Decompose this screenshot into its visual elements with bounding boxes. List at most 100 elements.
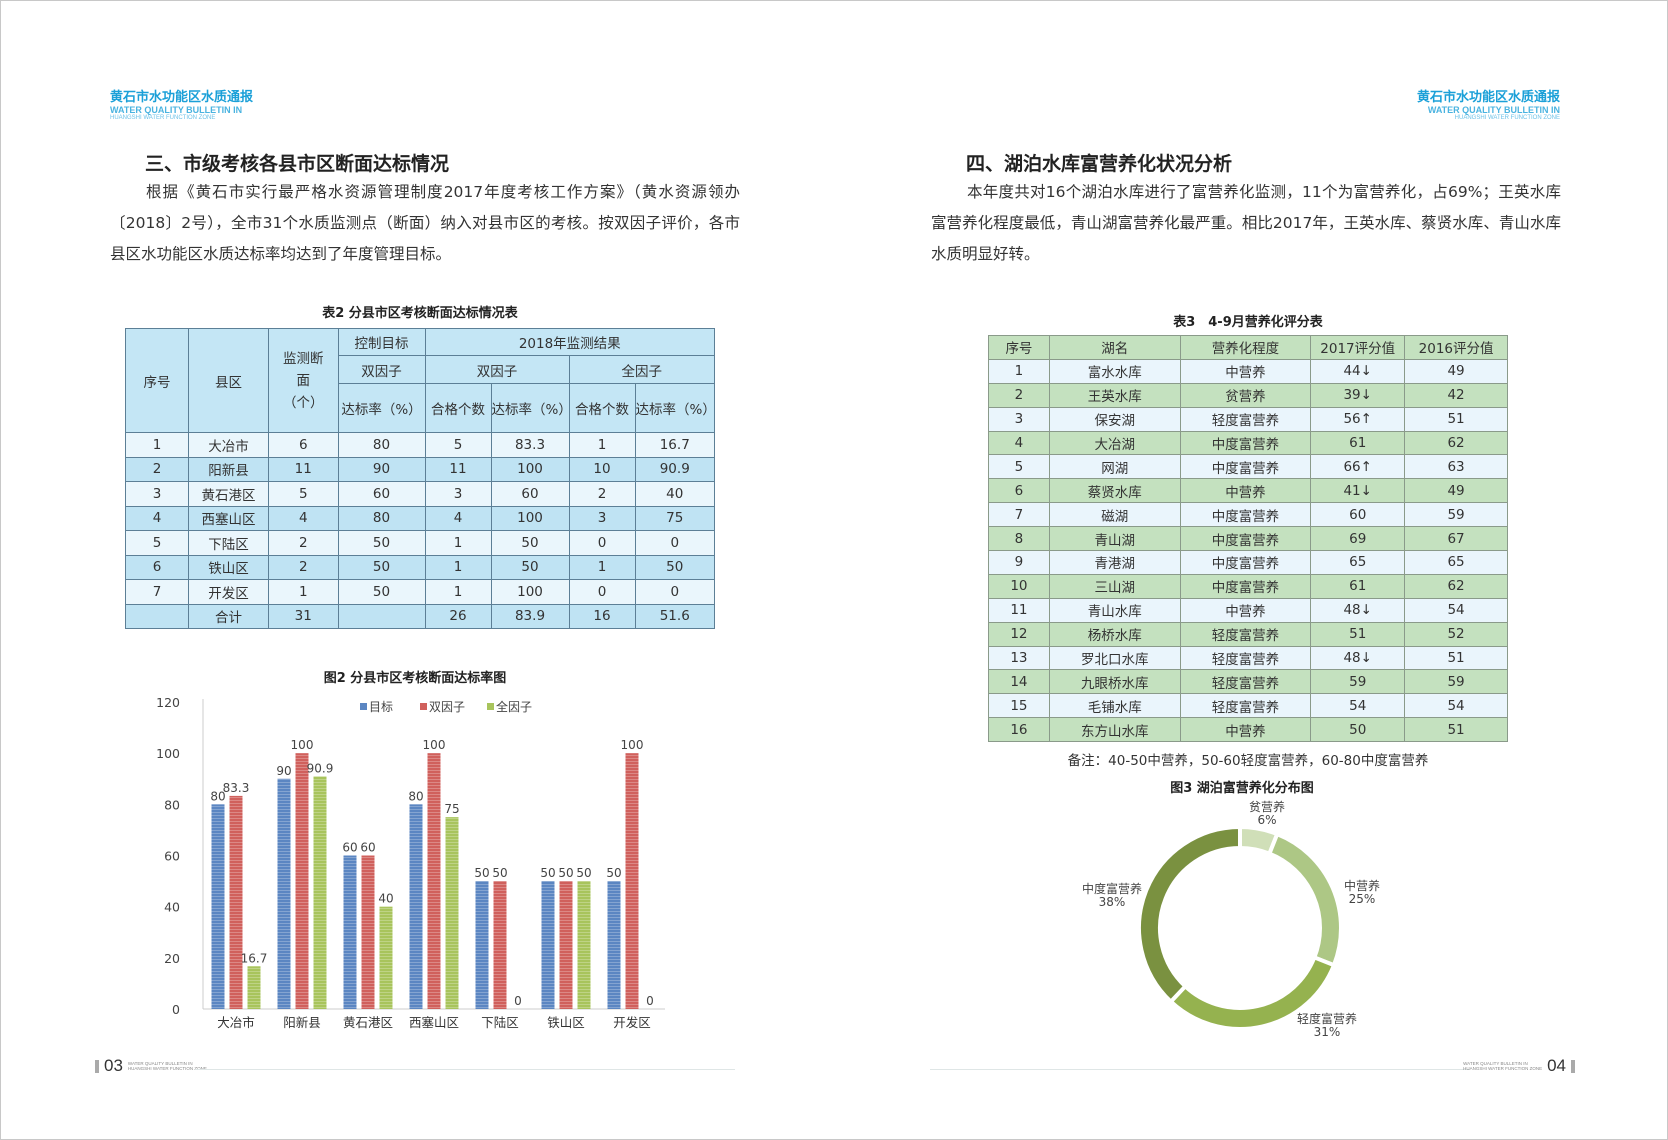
th-dual-factor: 双因子 (424, 355, 570, 384)
table-cell: 九眼桥水库 (1048, 669, 1181, 695)
table-cell: 西塞山区 (188, 505, 269, 531)
section-paragraph: 根据《黄石市实行最严格水资源管理制度2017年度考核工作方案》（黄水资源领办〔2… (110, 183, 740, 263)
table-cell: 60 (1310, 502, 1406, 528)
table-cell: 59 (1404, 502, 1508, 528)
bar-目标 (211, 804, 225, 1009)
table-cell: 铁山区 (188, 554, 269, 580)
table-row: 10 三山湖 中度富营养 61 62 (988, 573, 1508, 599)
table-cell: 中营养 (1179, 358, 1312, 384)
table-cell: 2 (268, 554, 339, 580)
table-cell: 80 (337, 505, 426, 531)
table-row: 4 西塞山区 4 80 4 100 3 75 (125, 505, 715, 531)
table-cell: 62 (1404, 430, 1508, 456)
table-cell: 50 (1310, 717, 1406, 743)
legend-swatch (360, 703, 367, 710)
table-cell: 1 (568, 432, 636, 458)
table-cell: 青山湖 (1048, 526, 1181, 552)
table-cell: 罗北口水库 (1048, 645, 1181, 671)
page-number: 04 (1547, 1056, 1566, 1075)
table-cell: 67 (1404, 526, 1508, 552)
header-subtitle: WATER QUALITY BULLETIN IN (1427, 105, 1560, 115)
page-number: 03 (104, 1056, 123, 1075)
table-cell: 3 (988, 406, 1050, 432)
table-cell: 5 (268, 481, 339, 507)
table-cell: 2 (568, 481, 636, 507)
table-cell (337, 603, 426, 629)
table-cell: 王英水库 (1048, 382, 1181, 408)
legend-label: 全因子 (496, 699, 532, 714)
table-cell: 大冶湖 (1048, 430, 1181, 456)
table-cell: 100 (490, 456, 570, 482)
table-cell: 合计 (188, 603, 269, 629)
table-cell: 1 (568, 554, 636, 580)
table-cell: 1 (424, 579, 492, 605)
table-cell: 50 (337, 530, 426, 556)
table-cell: 12 (988, 621, 1050, 647)
column-header: 湖名 (1048, 335, 1181, 360)
th-qualified: 合格个数 (568, 383, 636, 433)
table-cell: 贫营养 (1179, 382, 1312, 408)
table-cell: 青港湖 (1048, 550, 1181, 575)
bar-全因子 (313, 776, 327, 1009)
slice-percent: 31% (1314, 1025, 1341, 1039)
table-cell: 轻度富营养 (1179, 621, 1312, 647)
footer-text: WATER QUALITY BULLETIN IN HUANGSHI WATER … (1463, 1061, 1543, 1071)
table-cell: 毛铺水库 (1048, 693, 1181, 719)
column-header: 营养化程度 (1179, 335, 1312, 360)
table-cell: 50 (634, 554, 715, 580)
y-tick-label: 20 (164, 951, 180, 966)
table-row: 16 东方山水库 中营养 50 51 (988, 717, 1508, 743)
table-cell: 3 (568, 505, 636, 531)
table-cell: 16.7 (634, 432, 715, 458)
bar-双因子 (229, 795, 243, 1009)
data-label: 83.3 (223, 781, 250, 795)
th-results-2018: 2018年监测结果 (424, 328, 715, 356)
bar-目标 (541, 881, 555, 1009)
table-cell: 16 (568, 603, 636, 629)
table-cell: 5 (988, 454, 1050, 480)
table-header-row: 序号 湖名 营养化程度 2017评分值 2016评分值 (988, 335, 1508, 360)
table-cell: 63 (1404, 454, 1508, 480)
table-cell: 8 (988, 526, 1050, 552)
table-cell: 54 (1310, 693, 1406, 719)
table-row: 9 青港湖 中度富营养 65 65 (988, 550, 1508, 575)
header-right: 黄石市水功能区水质通报 WATER QUALITY BULLETIN IN HU… (1417, 86, 1560, 121)
table-cell: 14 (988, 669, 1050, 695)
table-cell: 4 (424, 505, 492, 531)
table-row: 合计 31 26 83.9 16 51.6 (125, 603, 715, 629)
bar-双因子 (559, 881, 573, 1009)
y-tick-label: 80 (164, 797, 180, 812)
table-row: 7 磁湖 中度富营养 60 59 (988, 502, 1508, 528)
data-label: 50 (474, 866, 489, 880)
table-cell: 50 (490, 530, 570, 556)
bar-目标 (343, 855, 357, 1009)
header-subtitle-2: HUANGSHI WATER FUNCTION ZONE (1454, 115, 1560, 121)
table-cell: 40 (634, 481, 715, 507)
table-cell: 16 (988, 717, 1050, 743)
table-cell: 44↓ (1310, 358, 1406, 384)
table-cell: 中度富营养 (1179, 454, 1312, 480)
footer-bar (95, 1059, 99, 1073)
bar-全因子 (247, 966, 261, 1009)
table-cell: 11 (424, 456, 492, 482)
data-label: 100 (423, 738, 446, 752)
table-cell: 三山湖 (1048, 573, 1181, 599)
data-label: 50 (492, 866, 507, 880)
table-cell: 42 (1404, 382, 1508, 408)
x-tick-label: 阳新县 (283, 1015, 321, 1030)
data-label: 80 (210, 789, 225, 803)
table-cell: 65 (1310, 550, 1406, 575)
table-row: 5 网湖 中度富营养 66↑ 63 (988, 454, 1508, 480)
table-cell: 中度富营养 (1179, 526, 1312, 552)
table-cell: 59 (1404, 669, 1508, 695)
table-cell: 4 (125, 505, 189, 531)
footer-left: 03 WATER QUALITY BULLETIN IN HUANGSHI WAT… (95, 1056, 207, 1076)
bar-双因子 (295, 753, 309, 1009)
table-cell: 轻度富营养 (1179, 669, 1312, 695)
bar-双因子 (361, 855, 375, 1009)
header-left: 黄石市水功能区水质通报 WATER QUALITY BULLETIN IN HU… (110, 86, 253, 121)
legend-swatch (420, 703, 427, 710)
table-cell: 4 (988, 430, 1050, 456)
table-cell: 7 (988, 502, 1050, 528)
table-cell: 大冶市 (188, 432, 269, 458)
